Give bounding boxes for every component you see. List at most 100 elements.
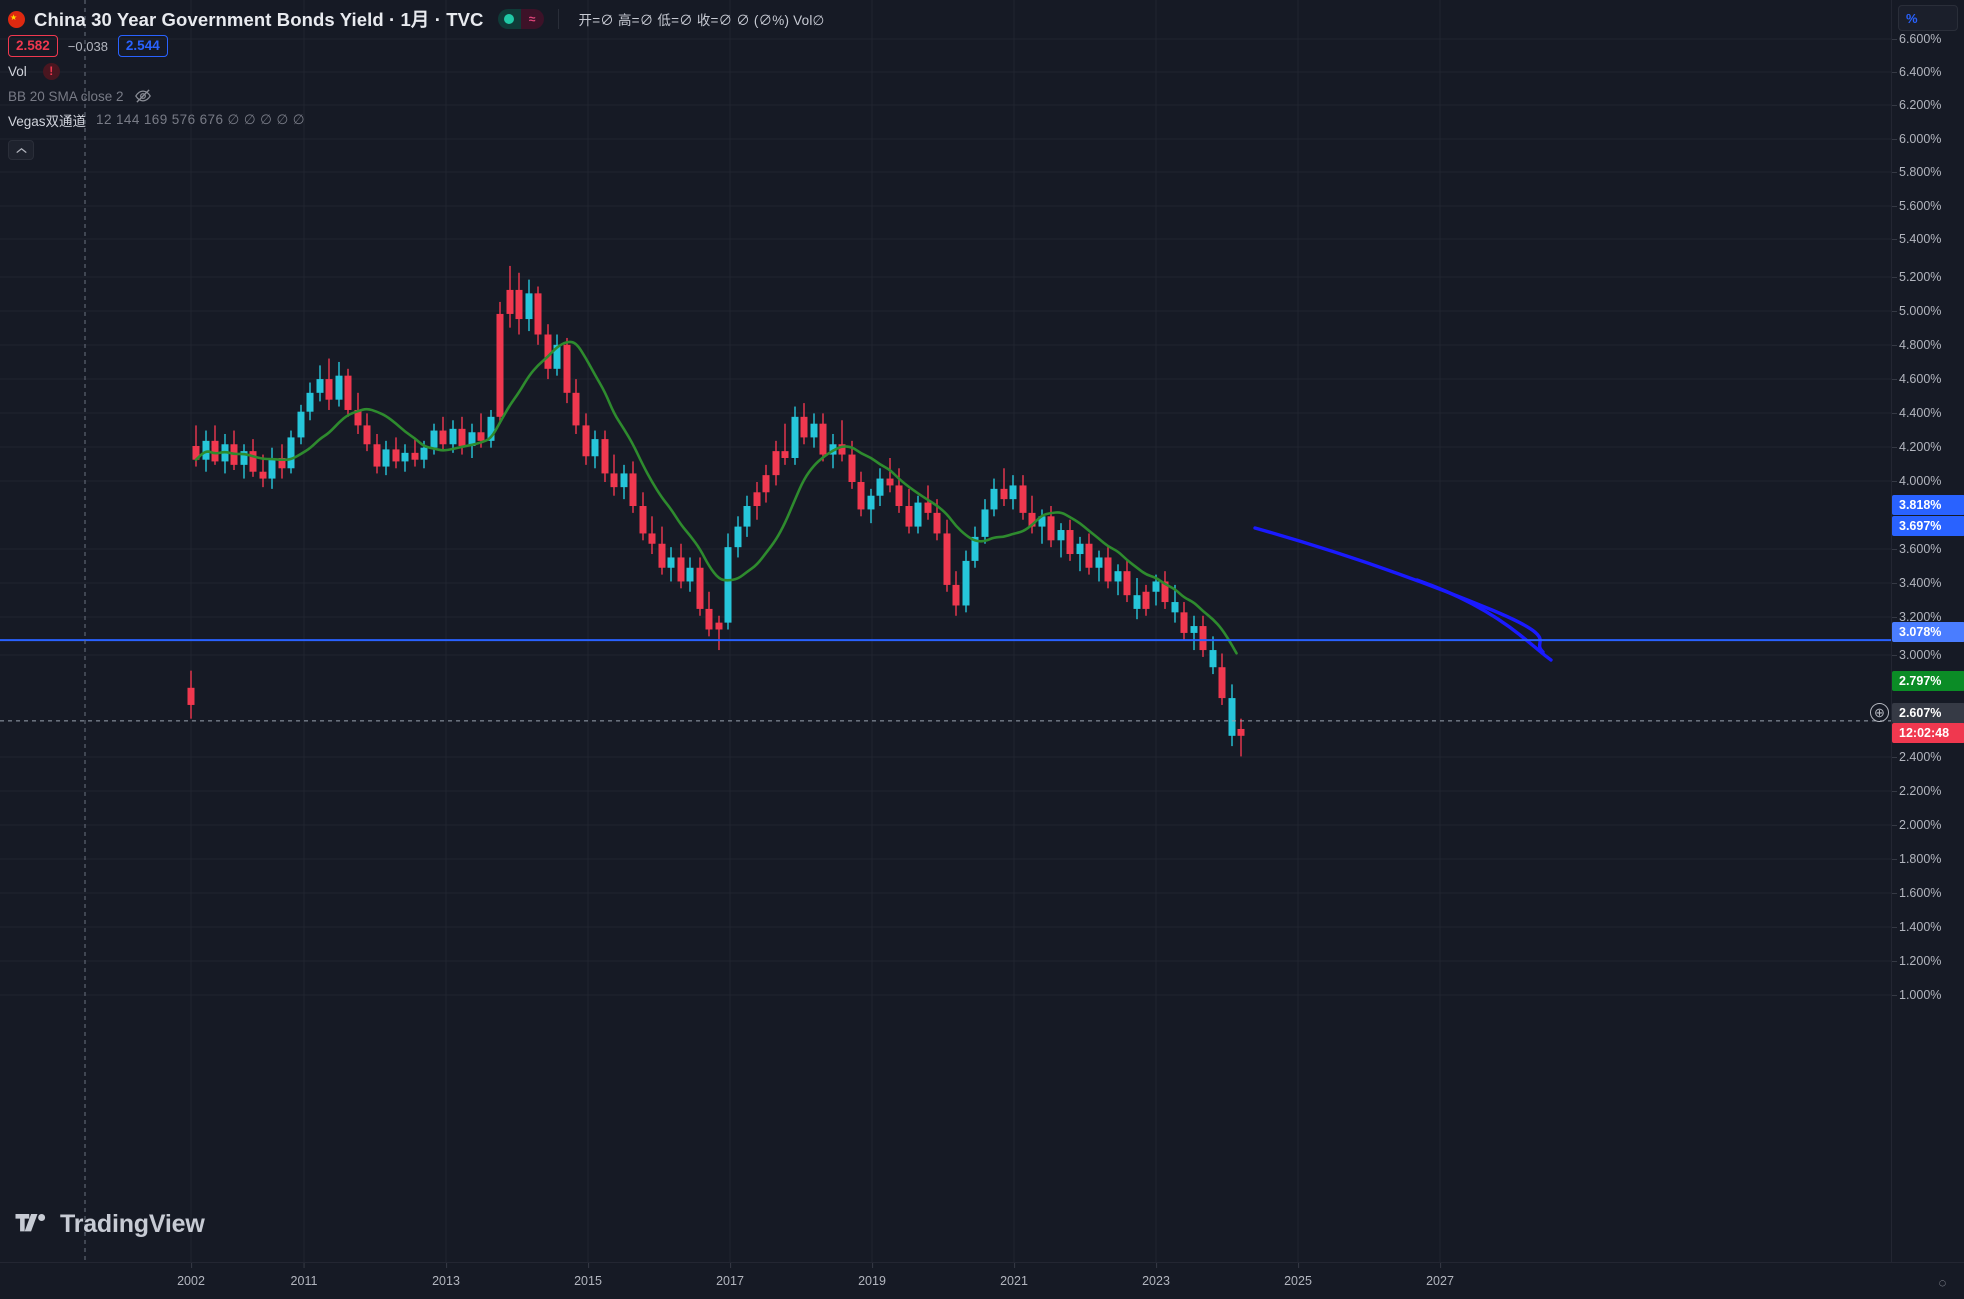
- candle-body: [829, 444, 837, 455]
- price-axis-tick: 2.200%: [1892, 784, 1964, 798]
- candle-body: [1085, 543, 1093, 568]
- price-axis-tick: 6.600%: [1892, 32, 1964, 46]
- candle-body: [449, 428, 457, 445]
- candle-body: [753, 492, 761, 507]
- candle-body: [800, 416, 808, 438]
- crosshair-add-icon[interactable]: ⊕: [1870, 703, 1889, 722]
- candle-body: [1076, 543, 1084, 555]
- candle-body: [734, 526, 742, 548]
- price-axis-tick: 1.000%: [1892, 988, 1964, 1002]
- price-tag-crosshair[interactable]: 2.607%: [1892, 703, 1964, 723]
- trendline-upper[interactable]: [1253, 526, 1545, 654]
- candle-body: [810, 423, 818, 438]
- price-axis-tick: 2.400%: [1892, 750, 1964, 764]
- candle-body: [677, 557, 685, 582]
- indicator-name-vegas[interactable]: Vegas双通道: [8, 114, 87, 129]
- time-axis-tick: 2021: [1000, 1263, 1028, 1288]
- price-axis-tick: 5.800%: [1892, 165, 1964, 179]
- price-axis-tick: 4.800%: [1892, 338, 1964, 352]
- candle-body: [1104, 557, 1112, 582]
- candle-body: [819, 423, 827, 455]
- candle-body: [876, 478, 884, 496]
- candle-body: [639, 506, 647, 534]
- candle-body: [620, 473, 628, 488]
- candle-body: [439, 430, 447, 445]
- time-axis-tick: 2023: [1142, 1263, 1170, 1288]
- low-value-box[interactable]: 2.544: [117, 35, 168, 57]
- candle-body: [848, 454, 856, 482]
- candle-body: [1142, 591, 1150, 609]
- eye-off-icon[interactable]: [134, 87, 152, 105]
- candle-body: [430, 430, 438, 448]
- china-flag-icon: [8, 10, 25, 28]
- candles-mode-icon[interactable]: [497, 9, 521, 29]
- candle-body: [401, 452, 409, 462]
- volume-legend-row[interactable]: Vol !: [8, 58, 824, 84]
- candle-body: [268, 457, 276, 479]
- price-tag-lower-band[interactable]: 3.697%: [1892, 516, 1964, 536]
- candle-body: [187, 687, 195, 705]
- indicator-name-bb[interactable]: BB 20 SMA close 2: [8, 88, 124, 104]
- candle-body: [1028, 512, 1036, 527]
- candle-body: [1190, 626, 1198, 633]
- candle-body: [952, 584, 960, 606]
- price-tag-horizontal-line[interactable]: 3.078%: [1892, 622, 1964, 642]
- candle-body: [468, 432, 476, 446]
- wave-mode-icon[interactable]: ≈: [520, 9, 544, 29]
- ohlc-values: 开=∅ 高=∅ 低=∅ 收=∅ ∅ (∅%) Vol∅: [578, 13, 825, 28]
- price-tag-upper-band[interactable]: 3.818%: [1892, 495, 1964, 515]
- candle-body: [221, 444, 229, 462]
- warning-icon[interactable]: !: [42, 62, 60, 80]
- candle-body: [1199, 626, 1207, 651]
- price-tag-last[interactable]: 12:02:48: [1892, 723, 1964, 743]
- candle-body: [1047, 516, 1055, 541]
- time-axis[interactable]: ◌ 2002 2011 2013 2015 2017 2019 2021 2023 2025 20…: [0, 1262, 1964, 1299]
- chart-pane[interactable]: [0, 0, 1891, 1262]
- candle-body: [354, 409, 362, 426]
- indicator-row-vegas[interactable]: Vegas双通道 12 144 169 576 676 ∅ ∅ ∅ ∅ ∅: [8, 108, 824, 132]
- candle-body: [1152, 581, 1160, 592]
- symbol-title[interactable]: China 30 Year Government Bonds Yield · 1…: [34, 9, 484, 30]
- candle-body: [506, 289, 514, 314]
- legend-title-row[interactable]: China 30 Year Government Bonds Yield · 1…: [8, 6, 824, 32]
- time-axis-tick: 2019: [858, 1263, 886, 1288]
- time-axis-tick: 2017: [716, 1263, 744, 1288]
- candle-body: [791, 416, 799, 458]
- candle-body: [211, 440, 219, 462]
- tradingview-logo-icon: [15, 1213, 46, 1231]
- candle-body: [867, 495, 875, 510]
- candle-body: [392, 449, 400, 462]
- price-unit-button[interactable]: %: [1898, 5, 1958, 31]
- price-tag-ma[interactable]: 2.797%: [1892, 671, 1964, 691]
- indicator-row-bb[interactable]: BB 20 SMA close 2: [8, 84, 824, 108]
- price-axis[interactable]: % 6.600% 6.400% 6.200% 6.000% 5.800% 5.600% 5.…: [1870, 0, 1964, 1262]
- candle-body: [895, 485, 903, 507]
- price-axis-tick: 3.000%: [1892, 648, 1964, 662]
- candle-body: [1038, 516, 1046, 527]
- candle-body: [316, 379, 324, 393]
- clock-icon[interactable]: ◌: [1938, 1275, 1947, 1290]
- price-axis-tick: 1.800%: [1892, 852, 1964, 866]
- candle-body: [534, 293, 542, 335]
- candle-body: [1218, 667, 1226, 699]
- candle-body: [601, 439, 609, 474]
- candle-body: [1161, 581, 1169, 603]
- candle-body: [563, 344, 571, 393]
- candle-body: [1066, 530, 1074, 555]
- candle-body: [553, 344, 561, 369]
- tradingview-watermark: TradingView: [15, 1210, 205, 1239]
- candle-body: [287, 437, 295, 469]
- chart-mode-toggle[interactable]: ≈: [497, 9, 544, 29]
- candle-body: [971, 536, 979, 561]
- legend-collapse-button[interactable]: [8, 140, 34, 160]
- trendline-lower[interactable]: [1415, 578, 1553, 662]
- candle-body: [696, 567, 704, 609]
- candle-body: [1180, 612, 1188, 633]
- candle-body: [344, 375, 352, 410]
- candle-body: [705, 608, 713, 630]
- candle-body: [838, 444, 846, 455]
- high-value-box[interactable]: 2.582: [8, 35, 58, 57]
- candle-body: [1123, 571, 1131, 596]
- candle-body: [1209, 650, 1217, 668]
